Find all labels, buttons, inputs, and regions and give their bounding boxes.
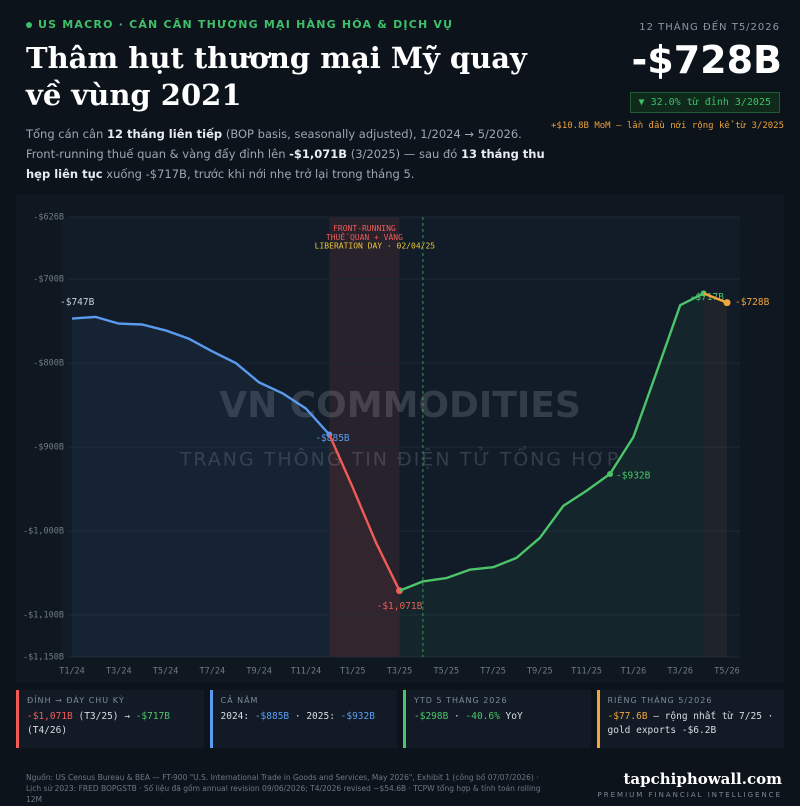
text-run: -$1,071B <box>27 711 73 722</box>
x-tick-label: T5/26 <box>714 667 740 677</box>
text-run: -$885B <box>254 711 290 722</box>
cards: ĐỈNH → ĐÁY CHU KỲ -$1,071B (T3/25) → -$71… <box>16 690 784 748</box>
kpi-change: ▼ 32.0% từ đỉnh 3/2025 <box>629 92 780 113</box>
card-title: RIÊNG THÁNG 5/2026 <box>607 696 713 705</box>
text-run: -$298B <box>414 711 449 722</box>
text-run: -$932B <box>340 711 375 722</box>
text-run: -40.6% <box>465 711 500 722</box>
source: Nguồn: US Census Bureau & BEA — FT-900 "… <box>26 773 541 804</box>
y-tick-label: -$626B <box>33 213 64 223</box>
watermark-subtitle: TRANG THÔNG TIN ĐIỆN TỬ TỔNG HỢP <box>179 445 620 471</box>
title: Thâm hụt thương mại Mỹ quay về vùng 2021 <box>26 41 527 112</box>
point <box>723 299 731 307</box>
text-run: 2024: <box>220 711 255 722</box>
y-tick-label: -$1,100B <box>23 611 64 621</box>
series-line <box>399 292 705 592</box>
x-tick-label: T1/25 <box>340 667 366 677</box>
event-label: LIBERATION DAY · 02/04/25 <box>315 242 436 251</box>
shade-band <box>329 217 400 657</box>
x-tick-label: T7/25 <box>480 667 506 677</box>
text-run: 12 tháng liên tiếp <box>106 127 223 141</box>
x-tick-label: T3/25 <box>387 667 413 677</box>
card: YTD 5 THÁNG 2026 -$298B · -40.6% YoY <box>403 690 591 748</box>
x-tick-label: T5/25 <box>433 667 459 677</box>
text-run: -$1,071B <box>289 147 348 161</box>
text-run: -$717B <box>135 711 171 722</box>
x-tick-label: T11/25 <box>571 667 602 677</box>
text-run: (BOP basis, seasonally adjusted), 1/2024… <box>26 127 522 161</box>
card-title: CẢ NĂM <box>220 696 259 705</box>
x-tick-label: T1/26 <box>621 667 647 677</box>
kpi-label: 12 THÁNG ĐẾN T5/2026 <box>639 22 780 33</box>
series-line <box>328 434 401 592</box>
kpi-note: +$10.8B MoM — lần đầu nới rộng kể từ 3/2… <box>551 121 784 131</box>
value-label: -$885B <box>315 433 350 444</box>
card: RIÊNG THÁNG 5/2026 -$77.6B — rộng nhất từ… <box>596 690 784 748</box>
series-line <box>71 315 331 436</box>
series-area <box>72 316 330 657</box>
value-label: -$717B <box>690 292 725 303</box>
x-tick-label: T3/24 <box>106 667 132 677</box>
text-run: YoY <box>499 711 523 722</box>
y-tick-label: -$900B <box>33 443 64 453</box>
series-line <box>703 292 728 304</box>
text-run: 13 tháng thu hẹp liên tục <box>26 147 545 181</box>
card-title: ĐỈNH → ĐÁY CHU KỲ <box>27 696 125 705</box>
x-tick-label: T1/24 <box>59 667 85 677</box>
y-tick-label: -$1,000B <box>23 527 64 537</box>
value-label: -$932B <box>616 470 651 481</box>
card-body: 2024: -$885B · 2025: -$932B <box>221 710 390 724</box>
text-run: — rộng nhất từ 7/25 · gold exports -$6.2… <box>607 711 774 736</box>
text-run: -$77.6B <box>607 711 648 722</box>
y-tick-label: -$800B <box>33 359 64 369</box>
card: CẢ NĂM 2024: -$885B · 2025: -$932B <box>209 690 397 748</box>
text-run: xuống -$717B, trước khi nới nhẹ trở lại … <box>102 167 415 181</box>
x-tick-label: T11/24 <box>291 667 322 677</box>
text-run: (T4/26) <box>27 725 68 736</box>
text-run: · 2025: <box>289 711 341 722</box>
card: ĐỈNH → ĐÁY CHU KỲ -$1,071B (T3/25) → -$71… <box>16 690 204 748</box>
value-label: -$1,071B <box>377 601 423 612</box>
card-body: -$298B · -40.6% YoY <box>414 710 583 724</box>
text-run: (3/2025) — sau đó <box>347 147 461 161</box>
value-label: -$728B <box>735 297 770 308</box>
brand: tapchiphowall.com <box>623 770 782 788</box>
kicker: US MACRO · CÁN CÂN THƯƠNG MẠI HÀNG HÓA &… <box>26 18 453 31</box>
text-run: (T3/25) → <box>72 711 136 722</box>
shade-label: FRONT-RUNNING THUẾ QUAN + VÀNG <box>326 224 403 242</box>
kpi-value: -$728B <box>631 38 783 82</box>
subtitle: Tổng cán cân 12 tháng liên tiếp (BOP bas… <box>26 124 546 184</box>
point <box>607 470 614 477</box>
card-title: YTD 5 THÁNG 2026 <box>414 696 508 705</box>
x-tick-label: T9/25 <box>527 667 553 677</box>
series-area <box>399 293 704 657</box>
text-run: Tổng cán cân <box>26 127 107 141</box>
x-tick-label: T7/24 <box>200 667 226 677</box>
x-tick-label: T5/24 <box>153 667 179 677</box>
value-label: -$747B <box>60 297 95 308</box>
brand-tagline: PREMIUM FINANCIAL INTELLIGENCE <box>597 791 782 799</box>
y-tick-label: -$1,150B <box>23 653 64 663</box>
x-tick-label: T9/24 <box>246 667 272 677</box>
text-run: · <box>448 711 466 722</box>
chart: FRONT-RUNNING THUẾ QUAN + VÀNG -$626B -$700… <box>16 195 784 683</box>
card-body: -$77.6B — rộng nhất từ 7/25 · gold expor… <box>608 710 777 738</box>
series-area <box>329 434 400 657</box>
card-body: -$1,071B (T3/25) → -$717B (T4/26) <box>27 710 196 738</box>
x-tick-label: T3/26 <box>667 667 693 677</box>
plot-area <box>62 217 740 657</box>
y-tick-label: -$700B <box>33 275 64 285</box>
series-area <box>703 293 727 657</box>
